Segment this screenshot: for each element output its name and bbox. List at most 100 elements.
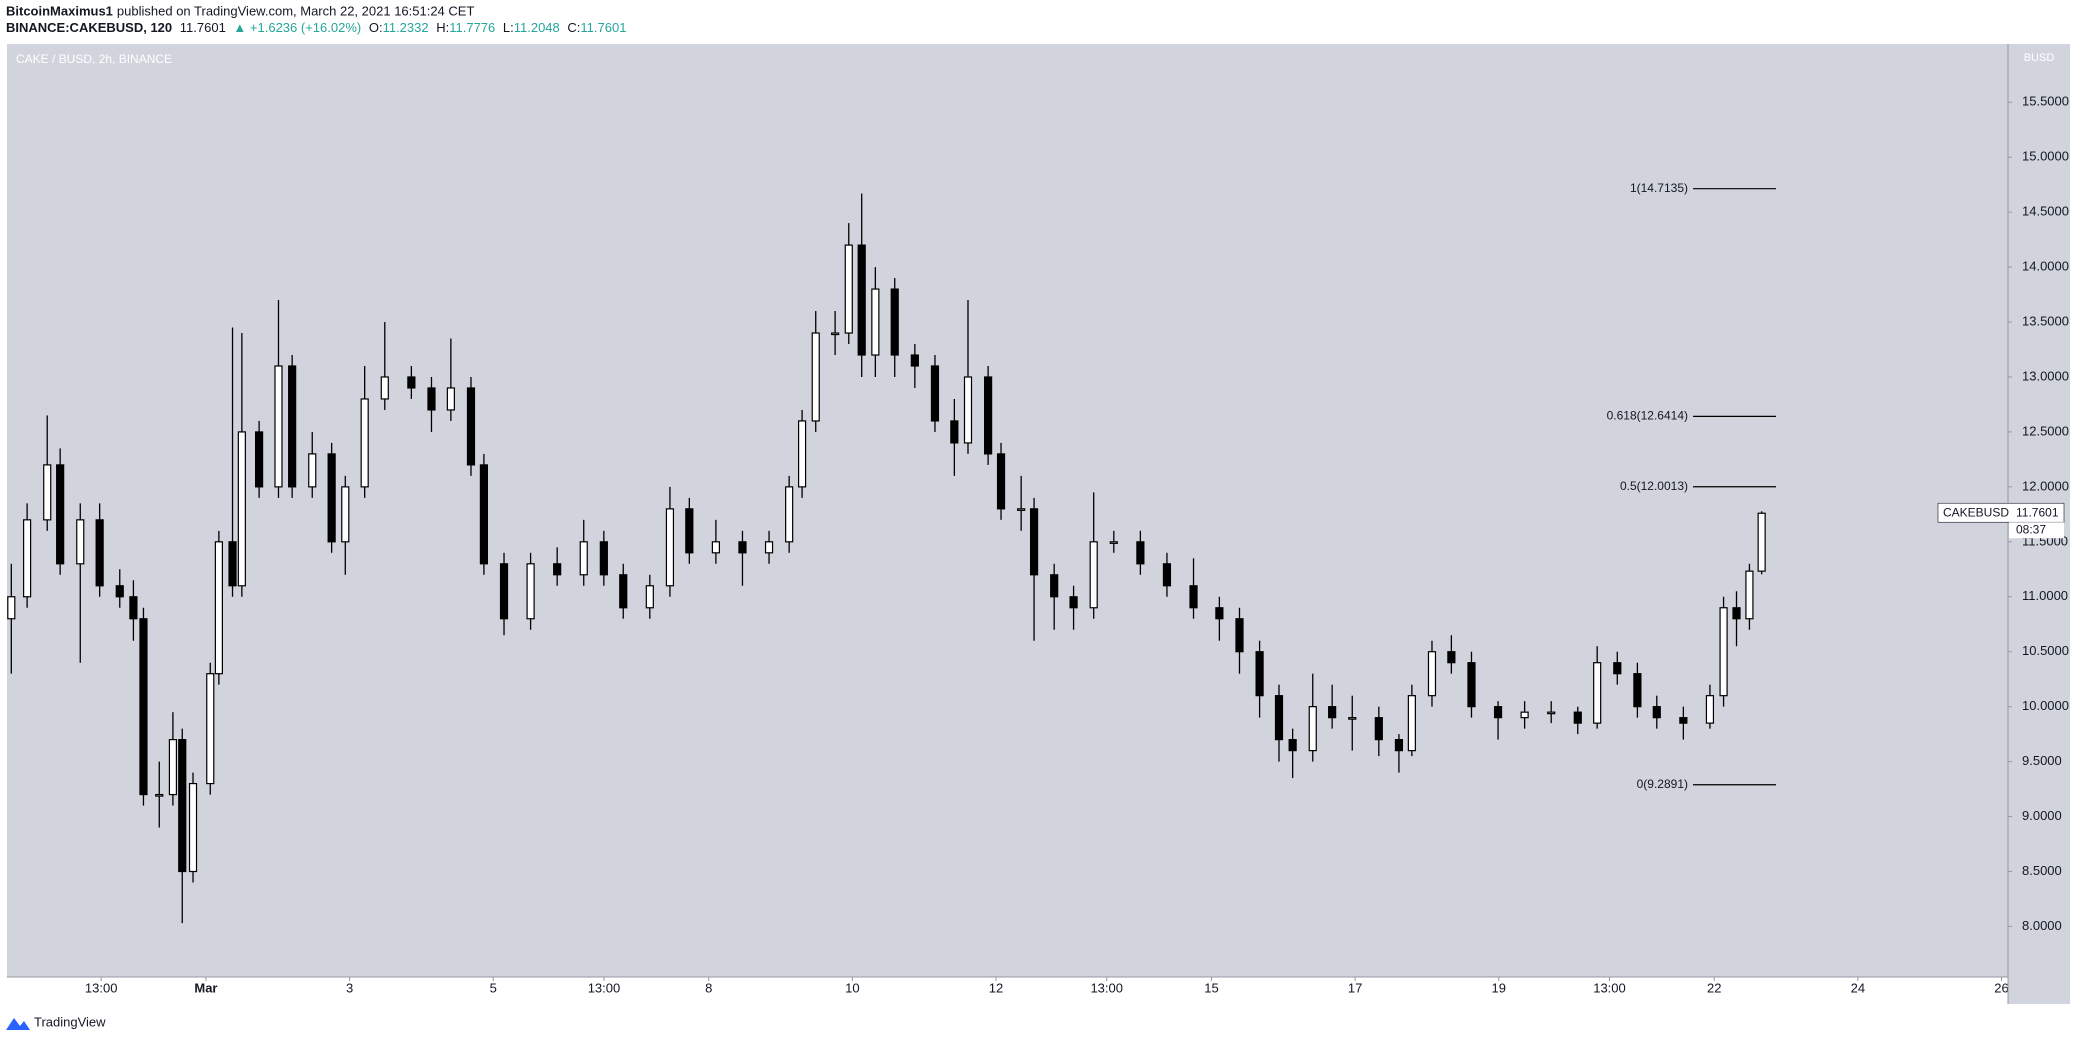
- x-tick-label: 13:00: [85, 980, 118, 995]
- y-tick-label: 15.0000: [2022, 149, 2069, 164]
- candle-body: [308, 453, 317, 488]
- candle-body: [996, 453, 1006, 510]
- y-tick-label: 12.0000: [2022, 478, 2069, 493]
- last-price: 11.7601: [180, 20, 226, 35]
- x-tick-label: Mar: [194, 980, 217, 995]
- candle-body: [168, 739, 178, 796]
- x-tick-label: 24: [1851, 980, 1865, 995]
- candle-body: [129, 596, 138, 620]
- candle-body: [797, 420, 807, 488]
- fib-level-label: 0.618(12.6414): [1607, 409, 1688, 423]
- candle-body: [214, 541, 223, 675]
- candle-body: [1162, 563, 1172, 587]
- candle-body: [579, 541, 588, 576]
- candle-body: [1652, 706, 1661, 719]
- x-tick-label: 13:00: [1090, 980, 1123, 995]
- x-tick-label: 10: [845, 980, 859, 995]
- candle-body: [1328, 706, 1337, 719]
- y-tick-label: 9.0000: [2022, 808, 2062, 823]
- candle-body: [785, 486, 794, 543]
- fib-level-label: 1(14.7135): [1630, 181, 1688, 195]
- x-tick-label: 26: [1994, 980, 2008, 995]
- y-tick-label: 14.5000: [2022, 204, 2069, 219]
- candle-body: [1394, 739, 1404, 752]
- author[interactable]: BitcoinMaximus1: [6, 3, 113, 18]
- candle-body: [1255, 651, 1264, 697]
- candle-body: [466, 387, 476, 466]
- candle-body: [360, 398, 369, 488]
- ohlc-label: O:: [369, 20, 383, 35]
- candle-body: [1069, 596, 1078, 609]
- candle-body: [188, 782, 198, 873]
- candle-body: [288, 365, 297, 488]
- candle-body: [890, 288, 899, 356]
- candle-body: [619, 574, 628, 609]
- candle-body: [499, 563, 509, 620]
- candle-body: [857, 244, 866, 356]
- candle-body: [23, 519, 32, 598]
- candle-body: [1274, 695, 1284, 741]
- candle-body: [711, 541, 720, 554]
- candle-body: [1215, 607, 1224, 620]
- ohlc-label: H:: [436, 20, 449, 35]
- candle-body: [811, 332, 820, 422]
- candle-body: [407, 376, 416, 389]
- candle-body: [178, 739, 187, 873]
- candle-body: [1732, 607, 1741, 620]
- candle-body: [446, 387, 455, 411]
- plot: 1(14.7135) 0.618(12.6414) 0.5(12.0013) 0(9.…: [7, 181, 1776, 924]
- x-tick-label: 19: [1492, 980, 1506, 995]
- candle-body: [1050, 574, 1059, 598]
- y-tick-label: 10.0000: [2022, 698, 2069, 713]
- ohlc-label: C:: [567, 20, 580, 35]
- candle-body: [645, 585, 654, 609]
- y-tick-label: 11.0000: [2022, 588, 2068, 603]
- candle-body: [56, 464, 65, 565]
- chart-title: CAKE / BUSD, 2h, BINANCE: [16, 52, 172, 66]
- candle-body: [1705, 695, 1715, 724]
- published-note: published on TradingView.com, March 22, …: [117, 3, 475, 18]
- candle-body: [1288, 739, 1297, 752]
- candle-body: [155, 793, 164, 797]
- candle-body: [1235, 618, 1244, 653]
- candle-body: [1547, 711, 1556, 715]
- x-tick-label: 13:00: [588, 980, 621, 995]
- candle-body: [1467, 662, 1476, 708]
- fib-level-label: 0.5(12.0013): [1620, 479, 1688, 493]
- candle-body: [1633, 673, 1642, 708]
- x-tick-label: 3: [346, 980, 353, 995]
- candle-body: [526, 563, 535, 620]
- candle-body: [984, 376, 993, 455]
- candle-body: [274, 365, 283, 488]
- candle-body: [1757, 512, 1766, 572]
- change: ▲ +1.6236 (+16.02%): [233, 20, 361, 35]
- candle-body: [228, 541, 237, 587]
- logo[interactable]: TradingView: [6, 1014, 106, 1030]
- candle-body: [1427, 651, 1437, 697]
- candle-body: [327, 453, 336, 543]
- candle-body: [1136, 541, 1145, 565]
- brand: TradingView: [34, 1014, 106, 1029]
- x-tick-label: 12: [989, 980, 1003, 995]
- candle-body: [1029, 508, 1039, 576]
- candle-body: [139, 618, 148, 796]
- candle-body: [1447, 651, 1456, 664]
- candle-body: [1520, 711, 1529, 719]
- candle-body: [43, 464, 52, 521]
- ohlc-label: L:: [503, 20, 514, 35]
- candle-body: [950, 420, 959, 444]
- candle-body: [1348, 717, 1357, 720]
- candle-body: [599, 541, 608, 576]
- candle-body: [910, 354, 919, 367]
- candle-body: [665, 508, 675, 587]
- ohlc-value: 11.2048: [514, 20, 560, 35]
- y-tick-label: 13.5000: [2022, 313, 2069, 328]
- candle-body: [76, 519, 85, 565]
- candle-body: [963, 376, 973, 444]
- candle-body: [1613, 662, 1622, 675]
- candle-body: [237, 431, 246, 587]
- candle-body: [930, 365, 940, 422]
- ohlc-value: 11.2332: [383, 20, 429, 35]
